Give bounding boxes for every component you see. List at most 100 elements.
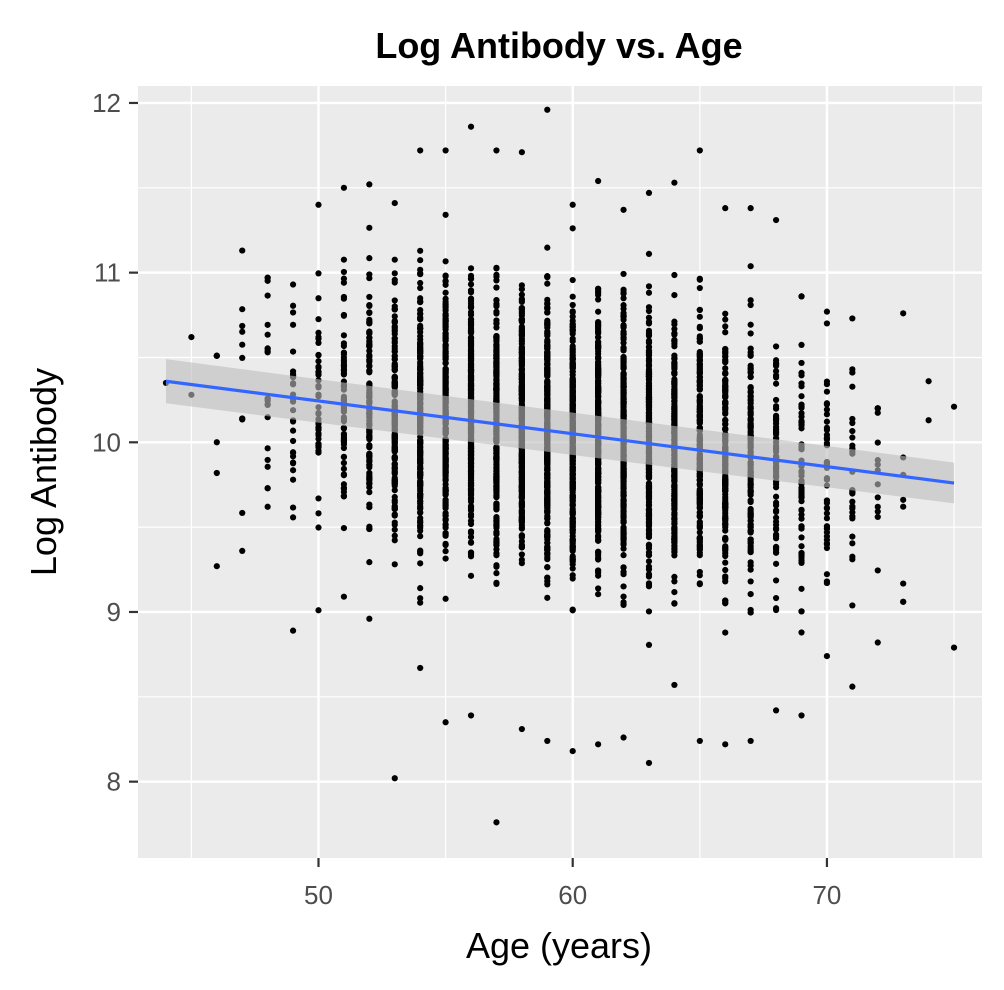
data-point <box>366 302 373 309</box>
data-point <box>569 301 576 309</box>
data-point <box>467 539 475 546</box>
data-point <box>467 572 475 579</box>
data-point <box>391 461 398 468</box>
data-point <box>467 482 475 490</box>
data-point <box>417 444 424 451</box>
data-point <box>569 365 576 372</box>
data-point <box>671 484 678 491</box>
data-point <box>772 380 780 387</box>
data-point <box>696 518 703 525</box>
data-point <box>569 225 576 232</box>
data-point <box>722 416 729 424</box>
data-point <box>467 265 475 272</box>
data-point <box>493 457 500 464</box>
data-point <box>645 641 653 648</box>
data-point <box>493 386 500 393</box>
data-point <box>366 330 373 337</box>
data-point <box>544 244 551 251</box>
data-point <box>645 558 653 565</box>
data-point <box>289 467 297 474</box>
data-point <box>595 350 602 357</box>
data-point <box>467 295 475 302</box>
data-point <box>417 560 424 567</box>
data-point <box>696 417 703 424</box>
data-point <box>569 276 576 284</box>
data-point <box>366 473 373 481</box>
data-point <box>569 396 576 403</box>
data-point <box>493 819 500 826</box>
data-point <box>544 737 551 745</box>
data-point <box>722 597 729 605</box>
data-point <box>544 594 551 601</box>
data-point <box>493 563 500 570</box>
data-point <box>849 366 856 373</box>
data-point <box>518 358 525 365</box>
data-point <box>823 431 831 439</box>
data-point <box>798 403 805 410</box>
data-point <box>671 406 678 413</box>
data-point <box>340 493 348 500</box>
data-point <box>544 383 551 390</box>
data-point <box>340 485 348 492</box>
data-point <box>391 482 398 489</box>
data-point <box>645 581 653 588</box>
data-point <box>340 432 348 439</box>
data-point <box>569 317 576 324</box>
data-point <box>467 448 475 455</box>
data-point <box>798 543 805 550</box>
data-point <box>315 524 322 531</box>
data-point <box>645 469 653 476</box>
data-point <box>417 437 424 444</box>
data-point <box>417 359 424 366</box>
data-point <box>849 383 856 390</box>
data-point <box>645 608 653 615</box>
data-point <box>849 434 856 441</box>
data-point <box>849 513 856 520</box>
data-point <box>798 359 805 367</box>
data-point <box>417 466 424 473</box>
data-point <box>289 514 297 521</box>
data-point <box>518 291 525 298</box>
data-point <box>467 467 475 474</box>
data-point <box>595 585 602 592</box>
data-point <box>315 369 322 376</box>
data-point <box>493 530 500 537</box>
data-point <box>722 500 729 507</box>
data-point <box>772 417 780 424</box>
data-point <box>671 515 678 522</box>
data-point <box>239 322 246 330</box>
data-point <box>467 517 475 525</box>
data-point <box>696 471 703 478</box>
data-point <box>645 189 653 196</box>
data-point <box>722 310 729 317</box>
data-point <box>620 289 627 296</box>
data-point <box>595 503 602 510</box>
data-point <box>315 442 322 449</box>
data-point <box>747 205 754 212</box>
data-point <box>747 737 754 745</box>
data-point <box>671 502 678 509</box>
data-point <box>823 401 831 408</box>
data-point <box>239 547 246 555</box>
data-point <box>518 551 525 558</box>
data-point <box>747 373 754 380</box>
data-point <box>900 503 907 510</box>
data-point <box>417 333 424 340</box>
data-point <box>620 295 627 302</box>
data-point <box>493 552 500 559</box>
data-point <box>595 550 602 557</box>
data-point <box>544 581 551 588</box>
data-point <box>645 391 653 398</box>
data-point <box>544 543 551 550</box>
data-point <box>620 478 627 485</box>
data-point <box>366 452 373 460</box>
data-point <box>467 504 475 511</box>
data-point <box>722 578 729 585</box>
trend-layer <box>165 359 955 504</box>
data-point <box>467 369 475 376</box>
data-point <box>823 378 831 385</box>
data-point <box>671 369 678 377</box>
data-point <box>340 441 348 448</box>
data-point <box>696 352 703 359</box>
data-point <box>722 486 729 493</box>
